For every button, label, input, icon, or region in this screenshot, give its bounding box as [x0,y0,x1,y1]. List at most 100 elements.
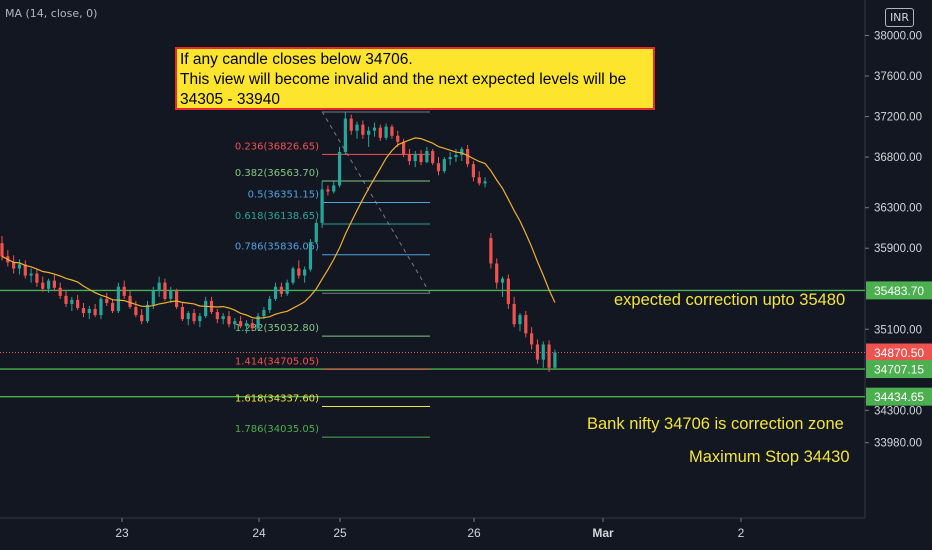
annotation-expected-correction: expected correction upto 35480 [614,291,846,309]
candle-body [460,148,464,156]
candle-body [291,268,295,283]
candle [227,311,231,328]
candle-body [518,315,522,325]
candle [128,290,132,310]
candle [244,320,249,334]
price-tick-label: 36300.00 [874,203,922,215]
fib-level-label: 1.232(35032.80) [235,323,319,334]
candle [343,111,347,156]
price-tick-label: 35100.00 [874,324,922,336]
candle-body [233,321,237,325]
candle-body [41,282,45,289]
candle-body [169,290,173,299]
price-tag-label: 34434.65 [874,390,924,404]
ma-line [1,137,556,319]
candle [122,280,126,299]
candle [46,278,51,293]
candle-body [268,298,272,311]
candle [198,313,202,328]
note-line-3: 34305 - 33940 [180,91,280,108]
time-axis[interactable]: 23 24 25 26 Mar 2 [115,518,745,540]
candle [431,148,435,166]
candle [285,279,289,296]
candle [145,300,150,324]
candle-body [471,164,476,178]
candle [105,292,109,306]
note-line-1: If any candle closes below 34706. [180,51,413,68]
candle-body [489,238,493,264]
candle-body [384,126,388,138]
candle [41,276,45,292]
candle-body [52,280,56,288]
candle-body [186,313,190,320]
candle [460,146,464,162]
candle-body [58,287,62,296]
price-tag-label: 35483.70 [874,284,924,298]
candle [471,161,476,182]
candle-body [70,299,74,304]
fib-level-label: 0.5(36351.15) [248,190,320,201]
candle-body [23,264,27,276]
candle-body [378,127,382,138]
candle-body [355,124,359,131]
indicator-label[interactable]: MA (14, close, 0) [5,7,98,20]
candle-body [303,269,307,276]
candle [279,282,283,297]
candle-body [413,154,417,162]
candle [23,260,27,279]
candle [76,294,80,311]
candle [64,290,68,307]
candle [99,296,103,320]
candle-body [349,118,353,131]
candle [483,177,487,188]
candle-body [454,155,458,158]
candle-body [215,312,219,320]
candle-body [483,181,487,184]
fib-level-label: 0.382(36563.70) [235,168,319,179]
fib-level-label: 0.236(36826.65) [235,141,319,152]
candle-body [314,222,318,243]
candle [239,316,243,329]
candle-body [192,313,196,322]
candle-body [180,306,185,320]
candle-body [262,310,266,317]
candle [320,181,324,228]
candle-body [157,282,161,291]
candle [250,319,254,332]
fibonacci-retracement: 0.236(36826.65) 0.382(36563.70) 0.5(36351.… [235,111,431,438]
time-tick-label: 25 [333,526,347,540]
price-tick-label: 35900.00 [874,243,922,255]
price-tick-label: 37600.00 [874,71,922,83]
candle-body [332,185,336,192]
candle [291,266,295,285]
horizontal-levels [0,289,865,398]
candle [157,276,161,297]
candle [378,124,382,141]
candle-body [326,189,330,192]
candle-body [105,298,109,303]
price-axis[interactable]: 38000.00 37600.00 37200.00 36800.00 36300.00… [865,31,932,450]
candle [81,302,86,318]
note-box: If any candle closes below 34706. This v… [175,47,655,110]
candle [495,258,499,289]
candle-body [256,316,260,329]
candle-body [401,141,406,155]
candle [489,233,493,269]
candle-body [0,243,4,257]
candle-body [17,264,22,269]
candle [180,302,185,322]
candle [419,149,423,166]
candle [116,282,120,314]
candle [390,124,394,139]
candle-body [87,309,91,314]
candle [506,274,510,310]
candle-body [524,315,528,334]
currency-badge[interactable]: INR [885,8,914,27]
candle [169,286,173,303]
candle-body [343,118,347,152]
price-tag-label: 34870.50 [874,346,924,360]
candle-body [93,309,97,316]
fib-level-label: 1.786(34035.05) [235,424,319,435]
candle [512,296,516,328]
